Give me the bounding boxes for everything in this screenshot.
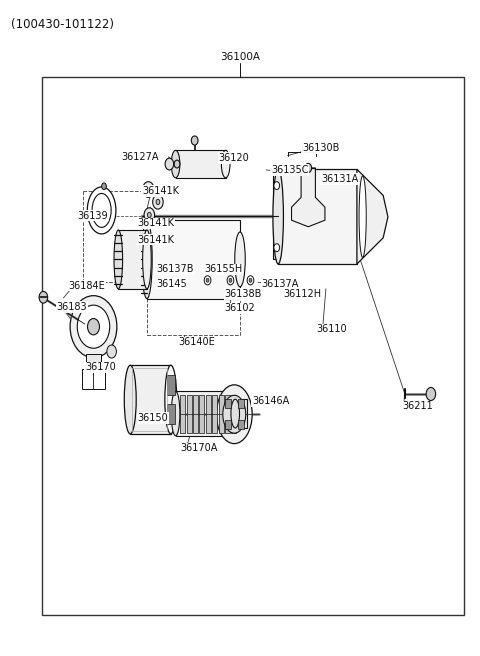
Bar: [176, 392, 235, 436]
Ellipse shape: [216, 385, 252, 443]
Text: 36140E: 36140E: [178, 337, 215, 348]
Ellipse shape: [171, 392, 180, 436]
Ellipse shape: [235, 232, 245, 287]
Circle shape: [204, 276, 211, 285]
Bar: [206, 395, 211, 432]
Bar: [130, 365, 171, 434]
Text: 36145: 36145: [156, 279, 187, 289]
Circle shape: [426, 388, 436, 401]
Circle shape: [147, 213, 151, 218]
Bar: [225, 395, 230, 432]
Text: 36137B: 36137B: [156, 264, 194, 274]
Circle shape: [274, 182, 280, 190]
Ellipse shape: [359, 176, 366, 257]
Ellipse shape: [221, 150, 230, 178]
Ellipse shape: [70, 296, 117, 358]
Bar: [167, 375, 175, 395]
Circle shape: [206, 278, 209, 282]
Ellipse shape: [114, 230, 122, 289]
Text: 36137A: 36137A: [262, 279, 299, 289]
Circle shape: [229, 278, 232, 282]
Circle shape: [146, 186, 151, 193]
Circle shape: [39, 291, 48, 303]
Bar: [86, 354, 101, 366]
Text: 36141K: 36141K: [137, 218, 174, 228]
Text: 36100A: 36100A: [220, 52, 260, 62]
Circle shape: [102, 183, 107, 190]
Bar: [274, 174, 280, 258]
Text: 36170A: 36170A: [180, 443, 218, 453]
Bar: [231, 395, 236, 432]
Circle shape: [192, 136, 198, 145]
Text: 36102: 36102: [225, 304, 255, 314]
Text: 36141K: 36141K: [137, 235, 174, 245]
Circle shape: [165, 158, 174, 170]
Text: 36131A: 36131A: [321, 174, 359, 184]
Bar: [225, 399, 231, 408]
Text: 36170: 36170: [85, 362, 116, 372]
Bar: [82, 369, 106, 389]
Text: 36155H: 36155H: [204, 264, 242, 274]
Ellipse shape: [92, 194, 111, 228]
Ellipse shape: [273, 169, 283, 264]
Bar: [167, 405, 175, 424]
Bar: [147, 285, 240, 335]
Text: 36120: 36120: [218, 153, 249, 163]
Circle shape: [153, 195, 163, 209]
Text: 36127A: 36127A: [121, 152, 159, 162]
Circle shape: [143, 182, 154, 197]
Bar: [225, 420, 231, 430]
Bar: [118, 230, 147, 289]
Bar: [238, 399, 243, 408]
Ellipse shape: [77, 305, 110, 348]
Ellipse shape: [231, 400, 240, 428]
Bar: [200, 395, 204, 432]
Text: 36211: 36211: [402, 401, 433, 411]
Text: (100430-101122): (100430-101122): [11, 18, 114, 31]
Text: 36139: 36139: [78, 211, 108, 220]
Circle shape: [249, 278, 252, 282]
Circle shape: [227, 276, 234, 285]
Ellipse shape: [165, 365, 177, 434]
Ellipse shape: [142, 220, 152, 298]
Ellipse shape: [171, 150, 180, 178]
Bar: [42, 77, 464, 615]
Circle shape: [305, 163, 312, 173]
Text: 36110: 36110: [316, 324, 347, 335]
Circle shape: [247, 276, 254, 285]
Circle shape: [144, 208, 155, 222]
Polygon shape: [357, 169, 388, 264]
Bar: [235, 400, 247, 428]
Circle shape: [156, 199, 160, 205]
Polygon shape: [291, 168, 325, 227]
Text: 36146A: 36146A: [252, 396, 289, 406]
Text: 36141K: 36141K: [142, 186, 179, 196]
Text: 36183: 36183: [56, 302, 87, 312]
Ellipse shape: [124, 365, 136, 434]
Circle shape: [274, 244, 280, 251]
Bar: [132, 369, 168, 430]
Text: 36150: 36150: [137, 413, 168, 423]
Circle shape: [174, 160, 180, 168]
Ellipse shape: [143, 230, 151, 289]
Text: 36135C: 36135C: [271, 165, 309, 175]
Text: 36112H: 36112H: [283, 289, 321, 299]
Bar: [278, 169, 357, 264]
Bar: [187, 395, 192, 432]
Text: 36130B: 36130B: [302, 144, 339, 154]
Ellipse shape: [87, 319, 99, 335]
Text: 36138B: 36138B: [225, 289, 262, 299]
Bar: [219, 395, 224, 432]
Circle shape: [107, 345, 116, 358]
Bar: [193, 395, 198, 432]
Bar: [212, 395, 217, 432]
Bar: [147, 220, 240, 298]
Ellipse shape: [87, 187, 116, 234]
Bar: [176, 150, 226, 178]
Bar: [238, 420, 243, 430]
Text: 36184E: 36184E: [68, 281, 105, 291]
Bar: [180, 395, 185, 432]
Ellipse shape: [223, 396, 246, 433]
